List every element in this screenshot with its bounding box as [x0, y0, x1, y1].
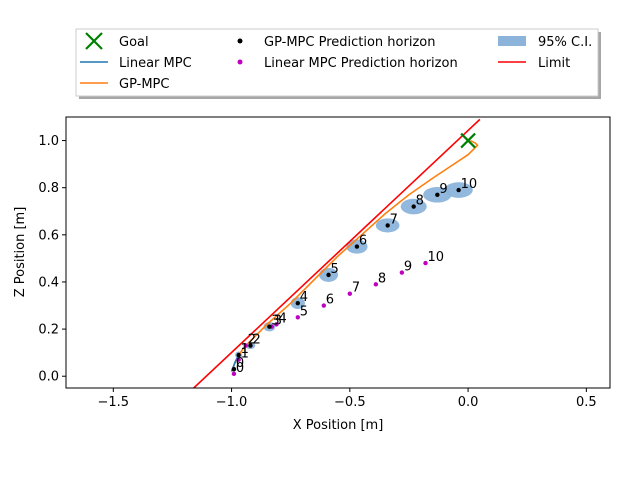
legend-label-limit: Limit — [538, 56, 570, 71]
gp-horizon-label: 8 — [416, 194, 424, 209]
y-tick-label: 0.6 — [38, 228, 59, 243]
y-tick-label: 0.2 — [38, 323, 59, 338]
linear-horizon-point — [236, 357, 241, 362]
linear-horizon-label: 10 — [428, 250, 445, 265]
y-tick-label: 0.8 — [38, 181, 59, 196]
gp-horizon-label: 7 — [390, 212, 398, 227]
legend-ci-patch — [498, 36, 526, 46]
y-tick-label: 0.0 — [38, 370, 59, 385]
x-tick-label: 0.0 — [458, 395, 479, 410]
gp-horizon-point — [248, 343, 253, 348]
linear-horizon-label: 6 — [326, 293, 334, 308]
linear-horizon-point — [321, 303, 327, 308]
legend-label-ci: 95% C.I. — [538, 35, 592, 50]
x-tick-label: 0.5 — [576, 395, 597, 410]
legend-label-linear-horizon: Linear MPC Prediction horizon — [264, 56, 458, 71]
linear-horizon-point — [373, 282, 379, 287]
gp-horizon-point — [411, 204, 416, 209]
gp-horizon-label: 4 — [300, 290, 308, 305]
legend-label-linear-mpc: Linear MPC — [119, 56, 192, 71]
gp-horizon-point — [231, 366, 237, 372]
gp-horizon-point — [236, 352, 241, 358]
gp-horizon-label: 3 — [271, 314, 279, 329]
gp-horizon-point — [456, 187, 461, 193]
gp-horizon-point — [267, 324, 272, 329]
gp-horizon-point — [385, 223, 390, 228]
x-tick-label: −1.5 — [98, 395, 130, 410]
legend: Goal Linear MPC GP-MPC GP-MPC Prediction… — [75, 28, 601, 99]
linear-horizon-label: 8 — [378, 271, 386, 286]
linear-horizon-point — [274, 322, 279, 327]
gp-horizon-label: 6 — [359, 234, 367, 249]
gp-horizon-label: 2 — [252, 333, 260, 348]
legend-label-gp-mpc: GP-MPC — [119, 77, 169, 92]
legend-gp-horizon-dot — [237, 38, 243, 44]
x-tick-label: −0.5 — [334, 395, 366, 410]
legend-label-gp-horizon: GP-MPC Prediction horizon — [264, 35, 435, 50]
linear-horizon-label: 5 — [300, 304, 308, 319]
linear-horizon-label: 7 — [352, 281, 360, 296]
gp-horizon-label: 0 — [236, 356, 244, 371]
y-axis-label: Z Position [m] — [13, 207, 28, 298]
gp-horizon-label: 9 — [439, 182, 447, 197]
linear-horizon-label: 9 — [404, 260, 412, 275]
y-tick-label: 0.4 — [38, 275, 59, 290]
linear-horizon-label: 2 — [248, 333, 256, 348]
linear-horizon-point — [423, 260, 428, 266]
gp-horizon-label: 10 — [461, 177, 478, 192]
gp-horizon-point — [326, 272, 331, 278]
linear-horizon-label: 0 — [236, 361, 244, 376]
x-axis-label: X Position [m] — [293, 418, 384, 433]
linear-horizon-label: 4 — [279, 311, 287, 326]
gp-horizon-point — [354, 244, 360, 249]
limit-line — [193, 118, 481, 388]
axes-frame — [65, 116, 611, 389]
gp-horizon-point — [295, 300, 300, 306]
y-tick-label: 1.0 — [38, 134, 59, 149]
series-gp-mpc — [230, 139, 479, 372]
linear-horizon-label: 1 — [241, 347, 249, 362]
linear-horizon-point — [347, 291, 353, 296]
x-axis: −1.5 −1.0 −0.5 0.0 0.5 — [98, 388, 597, 410]
linear-horizon-point — [243, 343, 248, 348]
gp-horizon-label: 1 — [241, 342, 249, 357]
gp-horizon-point — [435, 192, 440, 197]
legend-linear-horizon-dot — [237, 59, 243, 65]
linear-horizon-point — [399, 270, 405, 275]
linear-horizon-point — [295, 315, 300, 320]
gp-horizon-label: 5 — [331, 262, 339, 277]
goal-marker — [460, 132, 476, 149]
legend-label-goal: Goal — [119, 35, 149, 50]
linear-horizon-label: 3 — [274, 314, 282, 329]
x-tick-label: −1.0 — [216, 395, 248, 410]
legend-goal-marker — [85, 32, 103, 50]
y-axis: 0.0 0.2 0.4 0.6 0.8 1.0 — [38, 134, 66, 385]
linear-horizon-point — [231, 371, 237, 377]
